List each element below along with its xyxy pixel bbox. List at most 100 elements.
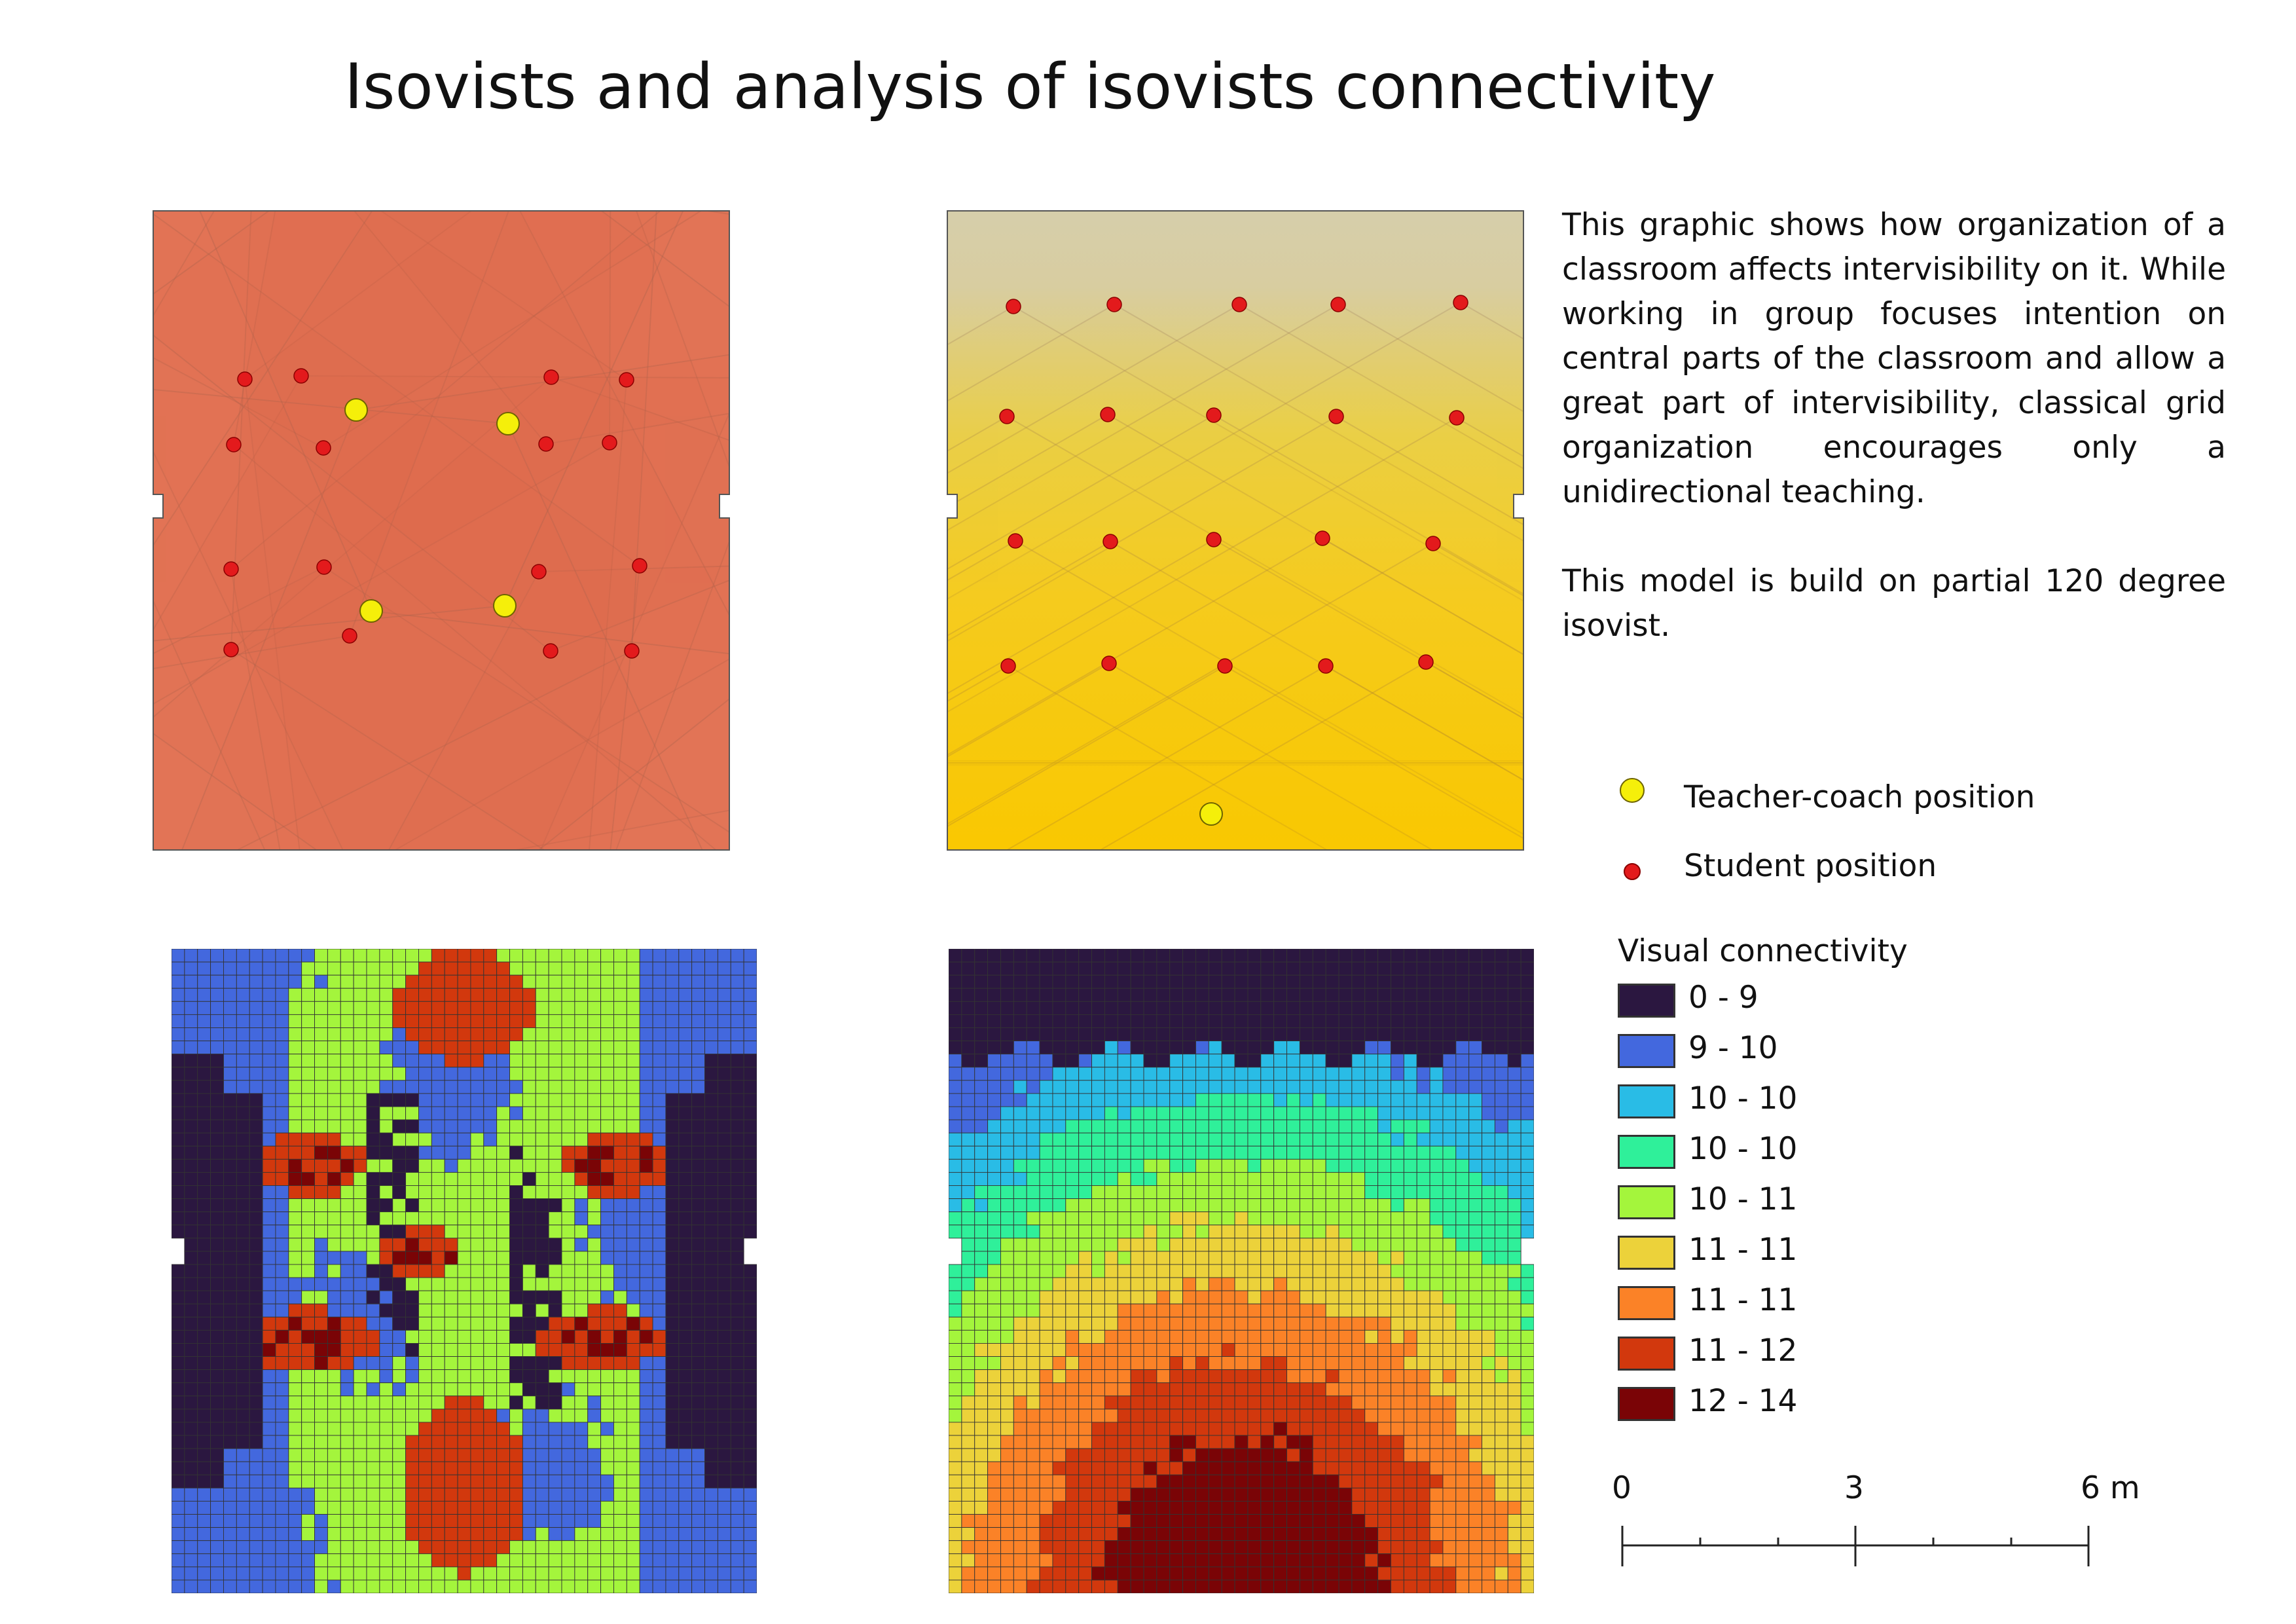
connectivity-cell — [496, 1014, 510, 1028]
map-title: Isovists and analysis of isovists connec… — [344, 51, 1716, 123]
connectivity-cell — [353, 1211, 367, 1226]
connectivity-cell — [1520, 1409, 1534, 1423]
connectivity-cell — [548, 1487, 562, 1502]
connectivity-cell — [1234, 1579, 1248, 1593]
connectivity-cell — [1013, 1251, 1027, 1265]
connectivity-cell — [704, 1474, 718, 1488]
connectivity-cell — [314, 1172, 328, 1186]
connectivity-cell — [496, 1185, 510, 1200]
connectivity-cell — [366, 974, 380, 989]
connectivity-cell — [1286, 1067, 1300, 1081]
connectivity-cell — [327, 1106, 341, 1120]
connectivity-cell — [987, 1500, 1001, 1515]
connectivity-cell — [392, 1119, 407, 1134]
connectivity-cell — [1364, 1329, 1379, 1344]
connectivity-cell — [470, 1145, 484, 1160]
isovist-wedge — [153, 335, 729, 850]
connectivity-cell — [210, 1054, 224, 1068]
connectivity-cell — [535, 1225, 549, 1239]
connectivity-cell — [1182, 1527, 1196, 1541]
connectivity-cell — [1403, 1566, 1417, 1581]
connectivity-cell — [691, 1356, 705, 1371]
connectivity-cell — [172, 1579, 185, 1593]
connectivity-cell — [236, 1579, 250, 1593]
connectivity-cell — [691, 1211, 705, 1226]
connectivity-cell — [717, 1277, 731, 1291]
connectivity-cell — [1260, 1487, 1275, 1502]
connectivity-cell — [613, 1119, 627, 1134]
connectivity-cell — [405, 1566, 419, 1581]
connectivity-cell — [1117, 1198, 1131, 1213]
connectivity-cell — [1325, 1106, 1339, 1120]
connectivity-cell — [961, 1342, 975, 1357]
connectivity-cell — [1468, 1461, 1482, 1475]
connectivity-cell — [197, 1093, 211, 1107]
connectivity-cell — [1299, 1277, 1313, 1291]
connectivity-cell — [1391, 1395, 1404, 1410]
connectivity-cell — [561, 1014, 575, 1028]
room-outline — [947, 210, 1524, 851]
connectivity-cell — [1117, 1001, 1131, 1015]
connectivity-cell — [1416, 1119, 1430, 1134]
connectivity-cell — [652, 1303, 666, 1318]
connectivity-cell — [1507, 1290, 1522, 1304]
connectivity-cell — [704, 987, 718, 1002]
connectivity-cell — [509, 1264, 523, 1278]
connectivity-cell — [197, 1356, 211, 1371]
connectivity-cell — [1351, 1238, 1366, 1252]
connectivity-cell — [1351, 1172, 1366, 1186]
connectivity-cell — [1299, 1579, 1313, 1593]
connectivity-cell — [197, 949, 211, 963]
connectivity-cell — [327, 1395, 341, 1410]
connectivity-cell — [1377, 1290, 1391, 1304]
connectivity-cell — [1442, 1395, 1457, 1410]
connectivity-cell — [1091, 1487, 1105, 1502]
connectivity-cell — [1104, 1382, 1118, 1397]
connectivity-cell — [496, 1474, 510, 1488]
connectivity-cell — [1247, 1225, 1262, 1239]
connectivity-cell — [743, 1080, 757, 1094]
connectivity-cell — [457, 1080, 471, 1094]
connectivity-cell — [1208, 1185, 1222, 1200]
connectivity-cell — [1195, 974, 1209, 989]
connectivity-cell — [1351, 1264, 1366, 1278]
connectivity-cell — [1208, 1474, 1222, 1488]
connectivity-cell — [1364, 1303, 1379, 1318]
connectivity-cell — [314, 961, 328, 976]
connectivity-cell — [1429, 1395, 1444, 1410]
connectivity-cell — [691, 1461, 705, 1475]
connectivity-cell — [574, 1435, 589, 1449]
connectivity-cell — [961, 1461, 975, 1475]
connectivity-cell — [1312, 1172, 1326, 1186]
connectivity-cell — [1169, 1001, 1184, 1015]
connectivity-cell — [574, 1487, 589, 1502]
connectivity-cell — [1104, 1500, 1118, 1515]
connectivity-cell — [730, 1225, 744, 1239]
connectivity-cell — [1299, 974, 1313, 989]
connectivity-cell — [561, 1041, 575, 1055]
connectivity-cell — [1208, 1395, 1222, 1410]
connectivity-cell — [392, 949, 407, 963]
connectivity-cell — [652, 1356, 666, 1371]
connectivity-cell — [1091, 1001, 1105, 1015]
connectivity-cell — [987, 1264, 1001, 1278]
connectivity-cell — [949, 1185, 962, 1200]
connectivity-cell — [561, 1422, 575, 1436]
connectivity-cell — [1391, 1106, 1404, 1120]
connectivity-cell — [210, 1106, 224, 1120]
connectivity-cell — [639, 1027, 653, 1042]
connectivity-cell — [327, 1579, 341, 1593]
teacher-position — [1199, 802, 1223, 826]
connectivity-cell — [197, 1382, 211, 1397]
connectivity-cell — [1065, 1277, 1080, 1291]
connectivity-cell — [1247, 1316, 1262, 1331]
connectivity-cell — [353, 1566, 367, 1581]
connectivity-cell — [262, 949, 276, 963]
connectivity-cell — [1455, 1500, 1470, 1515]
connectivity-cell — [574, 1027, 589, 1042]
connectivity-cell — [665, 1461, 680, 1475]
connectivity-cell — [1286, 1277, 1300, 1291]
connectivity-cell — [1364, 1409, 1379, 1423]
connectivity-cell — [418, 1041, 432, 1055]
connectivity-cell — [1377, 961, 1391, 976]
